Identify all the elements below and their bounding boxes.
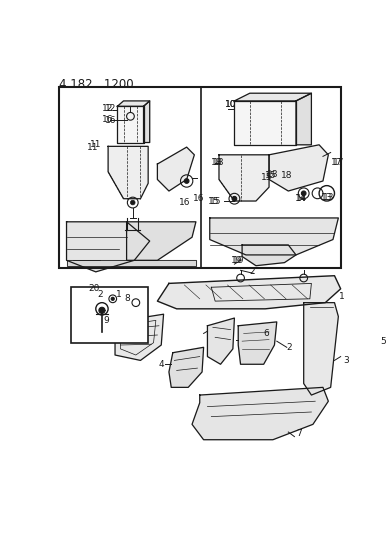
Text: 13: 13 xyxy=(321,192,332,201)
Polygon shape xyxy=(269,145,328,191)
Text: 16: 16 xyxy=(105,116,117,125)
Polygon shape xyxy=(235,101,296,145)
Text: 3: 3 xyxy=(344,356,349,365)
Text: 11: 11 xyxy=(89,140,101,149)
Polygon shape xyxy=(169,348,203,387)
Polygon shape xyxy=(108,147,148,199)
Text: 6: 6 xyxy=(264,329,270,338)
Text: 20: 20 xyxy=(88,284,100,293)
Polygon shape xyxy=(115,314,163,360)
Polygon shape xyxy=(242,245,296,265)
Text: 13: 13 xyxy=(323,192,335,201)
Polygon shape xyxy=(219,155,269,201)
Polygon shape xyxy=(117,101,150,106)
Text: 16: 16 xyxy=(179,198,191,207)
Text: 5: 5 xyxy=(381,337,386,346)
Text: 18: 18 xyxy=(280,171,292,180)
Text: 10: 10 xyxy=(225,100,237,109)
Text: 9: 9 xyxy=(103,316,109,325)
Polygon shape xyxy=(117,106,144,142)
Polygon shape xyxy=(210,218,338,255)
Text: 12: 12 xyxy=(102,104,113,113)
Polygon shape xyxy=(304,303,338,395)
Text: 2: 2 xyxy=(97,290,103,300)
Text: 4: 4 xyxy=(159,360,165,369)
Text: 4 182   1200: 4 182 1200 xyxy=(59,78,133,91)
Text: 11: 11 xyxy=(87,143,98,151)
Text: 2: 2 xyxy=(287,343,293,352)
Text: 19: 19 xyxy=(233,256,244,265)
Text: 19: 19 xyxy=(231,256,243,265)
Bar xyxy=(59,87,341,268)
Text: 17: 17 xyxy=(331,158,343,167)
Polygon shape xyxy=(207,318,235,364)
Text: 18: 18 xyxy=(213,158,224,167)
Text: 15: 15 xyxy=(261,173,273,182)
Circle shape xyxy=(232,196,237,201)
Circle shape xyxy=(130,200,135,205)
Circle shape xyxy=(111,297,114,301)
Circle shape xyxy=(184,179,189,183)
Text: 17: 17 xyxy=(333,158,344,167)
Circle shape xyxy=(99,308,105,313)
Polygon shape xyxy=(238,322,277,364)
Text: 8: 8 xyxy=(124,294,130,303)
Polygon shape xyxy=(158,276,341,309)
Polygon shape xyxy=(158,147,194,191)
Text: 15: 15 xyxy=(208,197,220,206)
Polygon shape xyxy=(67,222,150,272)
Text: 18: 18 xyxy=(211,158,223,167)
Text: 14: 14 xyxy=(296,194,307,203)
Text: 10: 10 xyxy=(225,100,237,109)
Text: 14: 14 xyxy=(294,194,306,203)
Bar xyxy=(71,287,148,343)
Text: 15: 15 xyxy=(265,171,277,180)
Polygon shape xyxy=(296,93,312,145)
Text: 16: 16 xyxy=(102,115,114,124)
Text: 16: 16 xyxy=(193,194,204,203)
Text: 15: 15 xyxy=(210,197,221,206)
Polygon shape xyxy=(192,387,328,440)
Text: 18: 18 xyxy=(267,169,278,179)
Text: 1: 1 xyxy=(339,292,345,301)
Polygon shape xyxy=(235,93,312,101)
Text: 12: 12 xyxy=(105,104,116,113)
Polygon shape xyxy=(67,260,196,265)
Polygon shape xyxy=(126,222,196,260)
Text: 2: 2 xyxy=(250,268,256,276)
Text: 7: 7 xyxy=(296,429,302,438)
Text: 1: 1 xyxy=(116,290,122,300)
Circle shape xyxy=(301,191,306,196)
Polygon shape xyxy=(144,101,150,142)
